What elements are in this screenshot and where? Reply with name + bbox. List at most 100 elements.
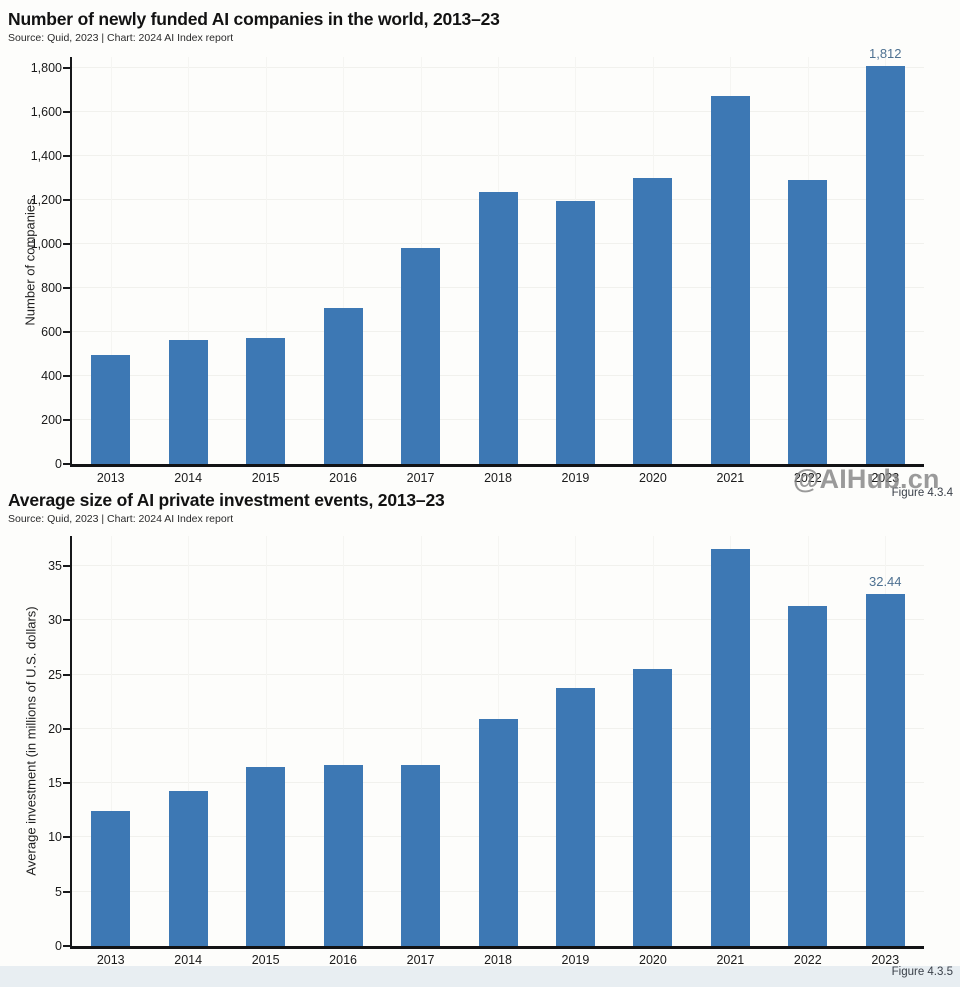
bar-2018: [478, 192, 518, 464]
x-axis-tick-label: 2023: [871, 953, 900, 967]
y-axis-tick-mark: [63, 890, 70, 893]
bar-2020: [633, 178, 673, 464]
bar-value-label: 32.44: [868, 573, 902, 589]
y-axis-tick-mark: [63, 155, 70, 158]
chart-1-title: Number of newly funded AI companies in t…: [8, 9, 500, 29]
bar-2017: [401, 247, 441, 464]
bar-2016: [323, 307, 363, 464]
y-axis-tick-label: 1,600: [30, 105, 62, 120]
bar-2013: [91, 355, 131, 464]
chart-1-subtitle: Source: Quid, 2023 | Chart: 2024 AI Inde…: [8, 32, 234, 44]
y-axis-tick-mark: [63, 287, 70, 290]
y-axis-tick-mark: [63, 375, 70, 378]
y-axis-tick-mark: [63, 199, 70, 202]
x-axis-tick-label: 2017: [406, 953, 435, 967]
bar-2017: [401, 764, 441, 946]
y-axis-tick-label: 1,800: [30, 61, 62, 76]
x-axis-tick-label: 2022: [793, 471, 822, 485]
chart-2-title: Average size of AI private investment ev…: [8, 490, 445, 510]
x-axis-tick-label: 2015: [251, 953, 280, 967]
x-axis-tick-label: 2013: [96, 471, 125, 485]
chart-2-plot: 0 5 10 15 20 25 30 35 2013 2014 2015 2016 2017 2018 20…: [48, 536, 924, 967]
gridline-vertical: [110, 57, 112, 464]
bar-2014: [168, 790, 208, 946]
chart-1-y-axis-label: Number of companies: [22, 198, 38, 326]
gridline-vertical: [110, 536, 112, 946]
x-axis-tick-label: 2021: [716, 471, 745, 485]
x-axis-tick-label: 2020: [639, 471, 667, 485]
bar-2019: [555, 687, 595, 946]
x-axis-tick-label: 2015: [251, 471, 280, 485]
bar-2013: [91, 811, 131, 946]
x-axis-tick-label: 2019: [561, 953, 590, 967]
y-axis-tick-label: 5: [55, 884, 62, 899]
bar-2022: [788, 606, 828, 946]
chart-1-figure-caption: Figure 4.3.4: [891, 487, 953, 499]
gridline-vertical: [420, 536, 422, 946]
gridline-vertical: [188, 536, 190, 946]
bar-2023: [865, 65, 905, 464]
y-axis-tick-label: 15: [48, 776, 62, 791]
y-axis-tick-mark: [63, 727, 70, 730]
x-axis-tick-label: 2013: [96, 953, 125, 967]
x-axis-tick-label: 2018: [484, 471, 512, 485]
bar-2019: [555, 201, 595, 464]
x-axis-tick-label: 2020: [639, 953, 667, 967]
y-axis-tick-label: 800: [41, 281, 62, 296]
x-axis-tick-label: 2018: [484, 953, 512, 967]
bar-2016: [323, 764, 363, 946]
y-axis-tick-label: 200: [41, 413, 62, 428]
y-axis-tick-mark: [63, 67, 70, 70]
x-axis-tick-label: 2021: [716, 953, 745, 967]
y-axis-tick-mark: [63, 836, 70, 839]
y-axis-tick-mark: [63, 463, 70, 465]
x-axis-tick-label: 2022: [793, 953, 822, 967]
y-axis-tick-mark: [63, 243, 70, 246]
y-axis-tick-mark: [63, 619, 70, 622]
y-axis-tick-label: 25: [48, 667, 62, 682]
bar-2018: [478, 719, 518, 946]
bar-2023: [865, 593, 905, 946]
gridline-vertical: [265, 57, 267, 464]
y-axis-tick-label: 0: [55, 457, 62, 471]
bar-2022: [788, 180, 828, 464]
watermark-text: @AIHub.cn: [793, 464, 940, 494]
y-axis-tick-label: 20: [48, 721, 62, 736]
bar-2015: [246, 766, 286, 946]
y-axis-tick-mark: [63, 673, 70, 676]
y-axis-tick-mark: [63, 564, 70, 567]
bar-2015: [246, 338, 286, 464]
gridline-vertical: [343, 57, 345, 464]
x-axis-tick-label: 2014: [174, 471, 203, 485]
y-axis-tick-mark: [63, 111, 70, 114]
chart-2-subtitle: Source: Quid, 2023 | Chart: 2024 AI Inde…: [8, 513, 234, 525]
y-axis-tick-mark: [63, 331, 70, 334]
x-axis-tick-label: 2017: [406, 471, 435, 485]
bar-2014: [168, 339, 208, 464]
bar-2021: [710, 548, 750, 946]
y-axis-tick-label: 0: [55, 939, 62, 953]
bar-2021: [710, 95, 750, 464]
x-axis-tick-label: 2023: [871, 471, 900, 485]
x-axis-tick-label: 2016: [329, 471, 357, 485]
y-axis-tick-label: 1,200: [30, 193, 62, 208]
y-axis-tick-label: 35: [48, 558, 62, 573]
chart-2-figure-caption: Figure 4.3.5: [891, 966, 953, 978]
y-axis-tick-label: 10: [48, 830, 62, 845]
y-axis-tick-label: 600: [41, 325, 62, 340]
gridline-vertical: [188, 57, 190, 464]
chart-1-plot: 0 200 400 600 800 1,000 1,200 1,400 1,600 1,800 20…: [31, 46, 924, 485]
y-axis-tick-label: 400: [41, 369, 62, 384]
x-axis-tick-label: 2019: [561, 471, 590, 485]
x-axis-tick-label: 2014: [174, 953, 203, 967]
bar-2020: [633, 669, 673, 946]
bar-value-label: 1,812: [868, 45, 902, 61]
y-axis-tick-label: 1,000: [30, 237, 62, 252]
y-axis-tick-label: 30: [48, 613, 62, 628]
y-axis-tick-mark: [63, 945, 70, 947]
y-axis-tick-label: 1,400: [30, 149, 62, 164]
y-axis-tick-mark: [63, 419, 70, 422]
gridline-vertical: [343, 536, 345, 946]
y-axis-tick-mark: [63, 782, 70, 785]
